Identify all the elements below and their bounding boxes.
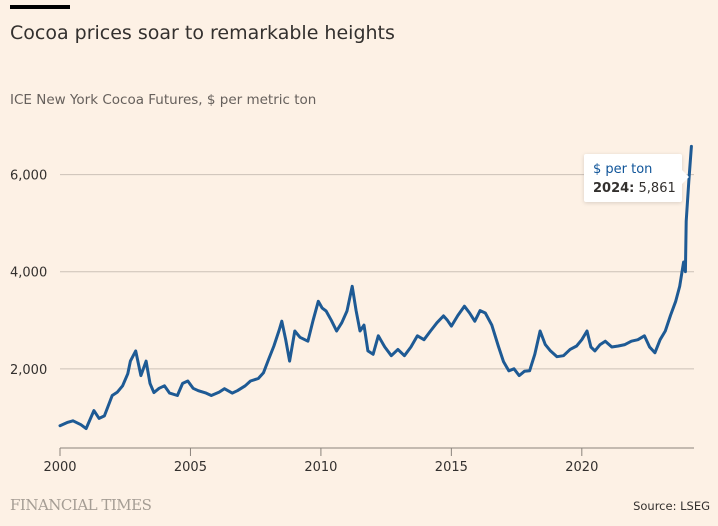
tooltip: $ per ton 2024: 5,861 [584,154,689,202]
chart-title: Cocoa prices soar to remarkable heights [10,22,395,44]
x-tick-label: 2015 [435,460,468,475]
x-tick-label: 2000 [43,460,76,475]
tooltip-year: 2024: [593,181,635,196]
series-line-cocoa-price [58,144,693,431]
y-tick-label: 2,000 [10,363,47,378]
tooltip-title: $ per ton [593,162,653,177]
x-tick-label: 2010 [304,460,337,475]
chart-subtitle: ICE New York Cocoa Futures, $ per metric… [10,92,317,108]
ft-logo: FINANCIAL TIMES [10,496,152,514]
x-tick-label: 2020 [565,460,598,475]
y-tick-label: 6,000 [10,169,47,184]
tooltip-value: 5,861 [638,181,676,196]
ft-accent-bar [10,5,70,9]
y-tick-label: 4,000 [10,266,47,281]
source-note: Source: LSEG [633,499,710,513]
x-tick-label: 2005 [174,460,207,475]
